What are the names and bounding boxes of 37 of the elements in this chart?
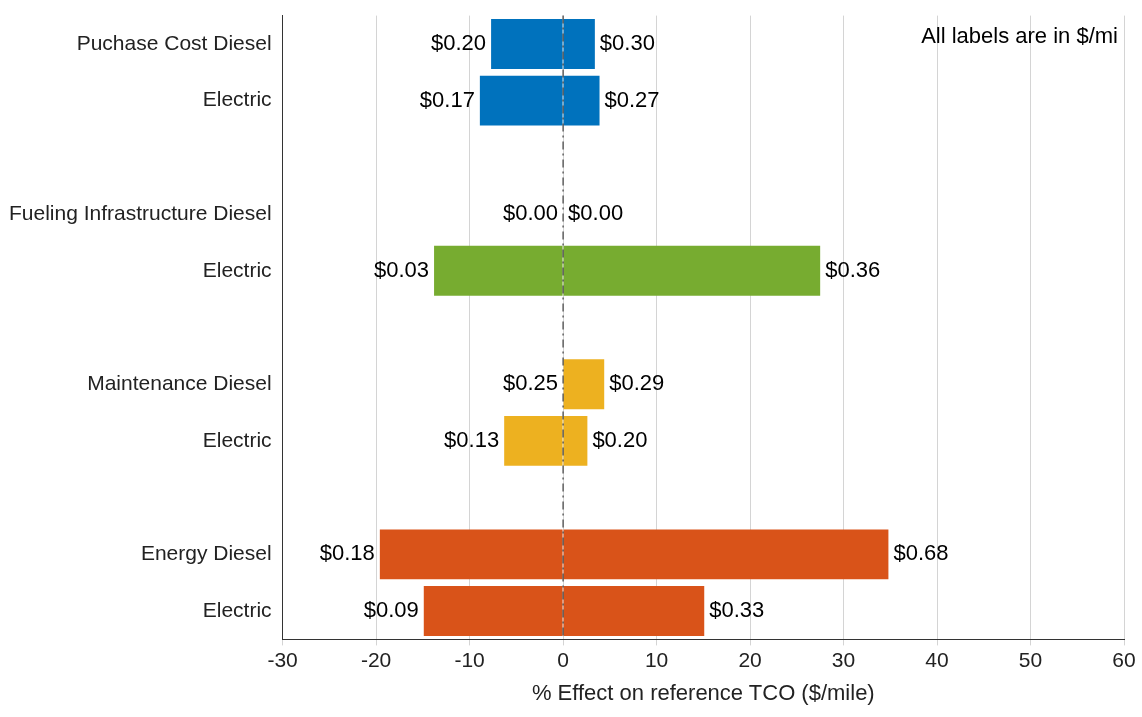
x-tick-label: 20 — [738, 647, 762, 671]
annotation: $0.17 — [419, 86, 475, 112]
x-tick-label: -10 — [454, 647, 485, 671]
x-tick-label: -30 — [267, 647, 298, 671]
annotation: $0.18 — [319, 540, 375, 566]
y-tick-label: Electric — [202, 257, 272, 281]
annotation: $0.68 — [893, 540, 949, 566]
x-tick-label: 0 — [557, 647, 569, 671]
annotation: $0.20 — [592, 426, 648, 452]
y-tick-label: Puchase Cost Diesel — [76, 30, 272, 54]
annotation: All labels are in $/mi — [921, 22, 1118, 48]
x-tick-label: 40 — [925, 647, 949, 671]
y-tick-label: Maintenance Diesel — [87, 371, 272, 395]
x-axis-title: % Effect on reference TCO ($/mile) — [531, 679, 875, 705]
annotation: $0.00 — [503, 200, 559, 226]
y-tick-label: Energy Diesel — [140, 541, 272, 565]
annotation: $0.29 — [609, 370, 665, 396]
y-tick-label: Electric — [202, 597, 272, 621]
annotation: $0.25 — [503, 370, 559, 396]
annotation: $0.13 — [444, 426, 500, 452]
x-tick-label: 60 — [1112, 647, 1136, 671]
y-tick-label: Electric — [202, 427, 272, 451]
annotation: $0.03 — [374, 256, 430, 282]
x-tick-label: 10 — [644, 647, 669, 671]
annotation: $0.27 — [604, 86, 660, 112]
annotation: $0.20 — [431, 30, 487, 56]
annotation: $0.36 — [825, 256, 881, 282]
annotation: $0.30 — [599, 30, 655, 56]
y-tick-label: Electric — [202, 87, 272, 111]
x-tick-label: 50 — [1018, 647, 1043, 671]
annotation: $0.00 — [568, 200, 624, 226]
y-tick-label: Fueling Infrastructure Diesel — [8, 200, 272, 224]
annotation: $0.33 — [709, 597, 765, 623]
annotation: $0.09 — [363, 597, 419, 623]
x-tick-label: 30 — [831, 647, 856, 671]
bar — [563, 359, 605, 410]
x-tick-label: -20 — [360, 647, 392, 671]
